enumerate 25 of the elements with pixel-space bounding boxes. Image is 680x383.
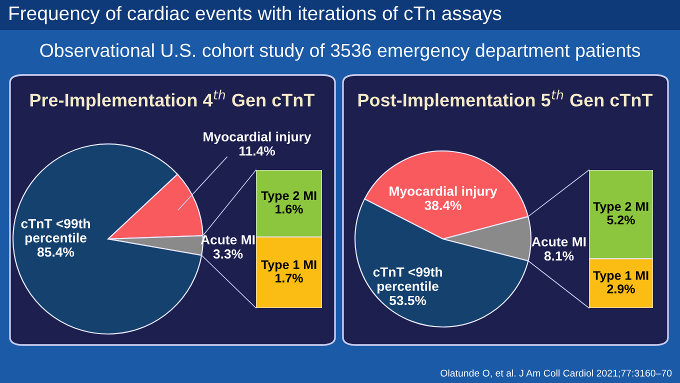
slice-label: Myocardial injury (204, 132, 312, 144)
text: Frequency of cardiac events with iterations of cTn assays (10, 6, 502, 24)
series-label: Type 1 MI (261, 260, 316, 272)
series-label: Type 2 MI (593, 202, 648, 214)
slice-label: cTnT <99th percentile (21, 218, 90, 246)
data-label: 11.4% (239, 146, 275, 156)
slice-label: Myocardial injury (390, 186, 498, 198)
data-label: 5.2% (607, 216, 635, 224)
pie-slice (12, 143, 202, 335)
data-label: 8.1% (544, 251, 574, 261)
chart-title: Post-Implementation 5$^{th}$ Gen cTnT (358, 90, 653, 110)
data-label: 1.6% (276, 204, 303, 214)
data-label: 85.4% (37, 247, 74, 257)
series-label: Type 2 MI (261, 191, 316, 203)
series-label: Type 1 MI (593, 271, 648, 282)
slice-label: Acute MI (532, 237, 586, 246)
slice-label: cTnT <99th percentile (373, 267, 442, 294)
text: Olatunde O, et al. J Am Coll Cardiol 2021;77:3160–70 (440, 369, 672, 378)
data-label: 3.3% (213, 249, 243, 259)
data-label: 2.9% (607, 284, 635, 294)
data-label: 1.7% (276, 274, 303, 283)
data-label: 38.4% (424, 200, 462, 210)
chart-title: Pre-Implementation 4$^{th}$ Gen cTnT (30, 90, 315, 110)
data-label: 53.5% (390, 296, 426, 306)
text: Observational U.S. cohort study of 3536 emergency department patients (40, 43, 640, 61)
